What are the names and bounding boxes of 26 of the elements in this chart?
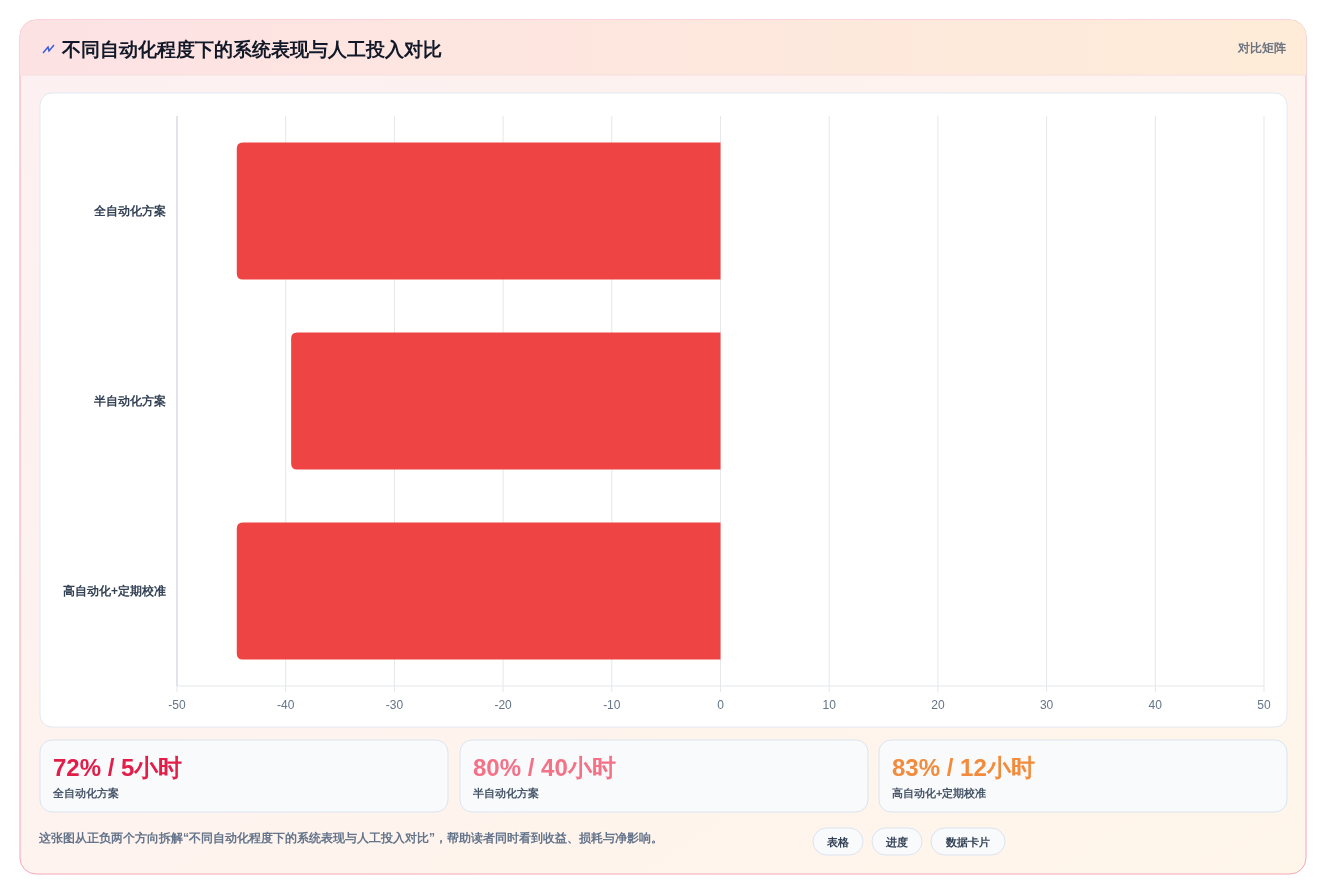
text: 半自动化方案 bbox=[472, 787, 539, 799]
x-tick-label: -20 bbox=[494, 698, 513, 712]
text: 全自动化方案 bbox=[52, 787, 119, 799]
x-tick-label: -50 bbox=[168, 698, 186, 712]
text: 72% / 5小时 bbox=[53, 754, 183, 781]
x-tick-label: 40 bbox=[1148, 698, 1163, 712]
x-tick-label: -40 bbox=[277, 698, 295, 712]
x-tick-label: 50 bbox=[1257, 698, 1271, 712]
x-tick-label: 30 bbox=[1039, 698, 1054, 712]
text: 表格 bbox=[826, 836, 850, 848]
y-tick-label: 半自动化方案 bbox=[93, 394, 166, 408]
text: 对比矩阵 bbox=[1237, 41, 1286, 55]
x-tick-label: 20 bbox=[931, 698, 945, 712]
text: 83% / 12小时 bbox=[892, 754, 1035, 781]
x-tick-label: -10 bbox=[603, 698, 621, 712]
x-tick-label: -30 bbox=[385, 698, 404, 712]
text: 高自动化+定期校准 bbox=[892, 787, 987, 799]
chart-title: 不同自动化程度下的系统表现与人工投入对比 bbox=[61, 39, 442, 60]
text: 这张图从正负两个方向拆解“不同自动化程度下的系统表现与人工投入对比”，帮助读者同时看到收益、损耗与净影响。 bbox=[38, 831, 663, 845]
y-tick-label: 高自动化+定期校准 bbox=[62, 584, 166, 598]
text: 80% / 40小时 bbox=[473, 754, 616, 781]
x-tick-label: 10 bbox=[822, 698, 837, 712]
text: 进度 bbox=[885, 836, 908, 848]
text: 数据卡片 bbox=[945, 836, 990, 848]
x-tick-label: 0 bbox=[717, 698, 725, 712]
y-tick-label: 全自动化方案 bbox=[93, 204, 166, 218]
